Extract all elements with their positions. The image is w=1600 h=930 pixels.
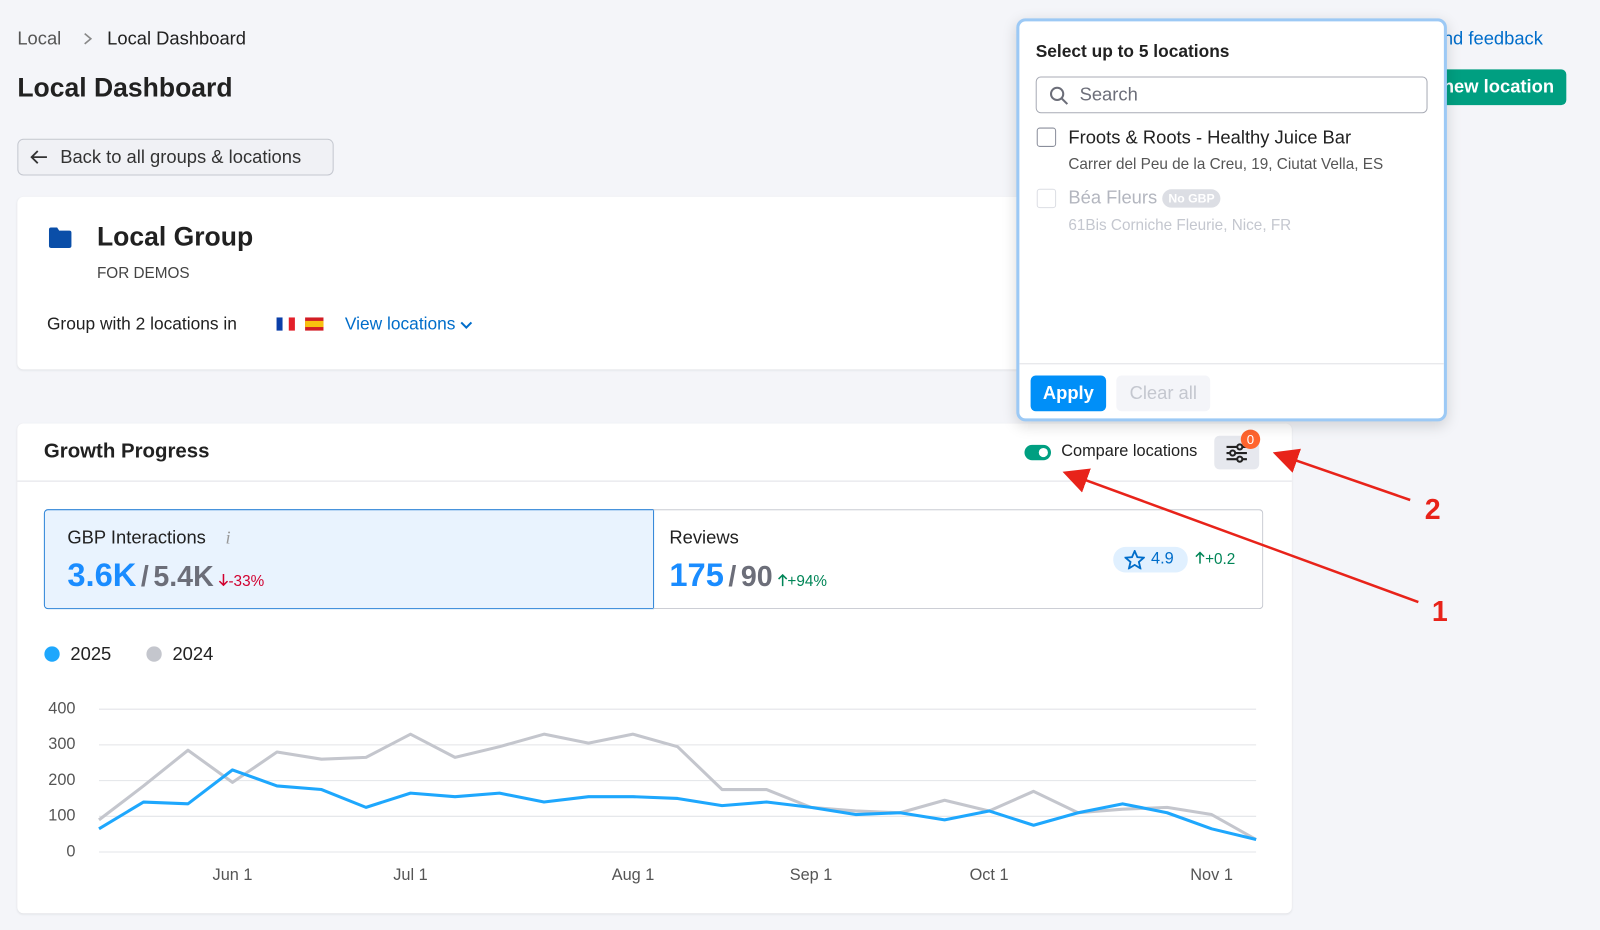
x-tick-label: Jun 1 [213, 866, 253, 884]
arrow-up-icon [1195, 551, 1205, 564]
metric-tile[interactable]: GBP Interactions i 3.6K / 5.4K -33% [43, 509, 655, 610]
page-title: Local Dashboard [17, 71, 233, 103]
rating-change-value: +0.2 [1205, 550, 1236, 568]
x-tick-label: Aug 1 [612, 866, 655, 884]
arrow-up-icon [777, 573, 787, 587]
location-name: Froots & Roots - Healthy Juice Bar [1068, 127, 1352, 148]
location-address: 61Bis Corniche Fleurie, Nice, FR [1068, 216, 1292, 235]
y-tick-label: 100 [48, 807, 75, 825]
annotation-arrow [1272, 448, 1411, 502]
rating-change: +0.2 [1195, 551, 1235, 568]
metric-change: +94% [787, 572, 828, 591]
divider [17, 480, 1292, 482]
y-tick-label: 300 [48, 735, 75, 753]
metric-previous: 5.4K [153, 560, 214, 593]
filter-icon [1226, 443, 1247, 463]
filter-badge: 0 [1240, 429, 1261, 449]
apply-button[interactable]: Apply [1030, 375, 1107, 412]
breadcrumb-chevron [84, 33, 93, 45]
feedback-link[interactable]: nd feedback [1442, 28, 1543, 49]
legend-marker [146, 646, 162, 662]
legend-label: 2024 [172, 643, 213, 664]
info-icon: i [225, 527, 231, 548]
metric-values: 175 / 90 +94% [669, 557, 827, 595]
y-tick-label: 200 [48, 771, 75, 789]
search-icon [1049, 86, 1069, 105]
metric-change: -33% [228, 572, 265, 591]
divider [1019, 363, 1444, 365]
location-address: Carrer del Peu de la Creu, 19, Ciutat Ve… [1068, 155, 1384, 173]
card-title: Growth Progress [43, 440, 210, 463]
popup-title: Select up to 5 locations [1035, 41, 1230, 62]
annotation-label: 1 [1432, 596, 1448, 628]
series-line [98, 732, 1257, 841]
rating-pill: 4.9 [1113, 546, 1188, 573]
clear-button: Clear all [1116, 375, 1211, 412]
metric-value: 175 [669, 556, 724, 594]
locations-popup: Select up to 5 locations Search Froots &… [1016, 18, 1447, 422]
compare-label: Compare locations [1061, 442, 1198, 461]
legend-marker [44, 646, 60, 662]
chevron-down [460, 321, 473, 329]
group-name: Local Group [96, 220, 254, 252]
breadcrumb-item: Local Dashboard [107, 28, 247, 49]
metric-separator: / [140, 560, 149, 593]
button-label: new location [1442, 76, 1555, 97]
compare-toggle[interactable] [1024, 444, 1052, 461]
metric-label: Reviews [669, 527, 739, 548]
arrow-left-icon [30, 150, 47, 164]
series-line [98, 768, 1257, 842]
search-input[interactable]: Search [1035, 76, 1428, 114]
x-tick-label: Oct 1 [970, 866, 1009, 884]
y-tick-label: 400 [48, 699, 75, 717]
no-gbp-badge: No GBP [1162, 189, 1221, 208]
group-subtitle: FOR DEMOS [96, 264, 190, 283]
location-name: Béa Fleurs No GBP [1068, 187, 1221, 208]
view-locations-link[interactable]: View locations [345, 314, 473, 334]
y-tick-label: 0 [66, 842, 75, 860]
star-icon [1124, 549, 1145, 570]
metric-previous: 90 [740, 560, 773, 593]
annotation-label: 2 [1425, 494, 1441, 526]
metric-values: 3.6K / 5.4K -33% [67, 557, 264, 595]
breadcrumb-item[interactable]: Local [17, 28, 62, 49]
toggle-knob [1038, 447, 1048, 458]
folder-icon [48, 227, 72, 248]
metric-value: 3.6K [67, 556, 137, 594]
metric-tile[interactable]: Reviews 175 / 90 +94% 4.9 +0.2 [653, 509, 1264, 610]
group-description: Group with 2 locations in [46, 314, 237, 334]
arrow-down-icon [218, 573, 228, 587]
rating-value: 4.9 [1151, 549, 1174, 568]
x-tick-label: Jul 1 [393, 866, 427, 884]
location-name-text: Béa Fleurs [1068, 187, 1158, 208]
metric-label: GBP Interactions [67, 527, 206, 548]
search-placeholder: Search [1079, 84, 1138, 105]
x-tick-label: Sep 1 [790, 866, 833, 884]
filter-button[interactable]: 0 [1214, 429, 1261, 470]
link-label: View locations [344, 314, 456, 334]
location-checkbox[interactable] [1036, 127, 1057, 147]
legend-label: 2025 [70, 643, 111, 664]
back-button[interactable]: Back to all groups & locations [17, 138, 334, 176]
annotation-arrow [1062, 468, 1419, 604]
flags [276, 317, 324, 331]
x-tick-label: Nov 1 [1190, 866, 1233, 884]
location-checkbox [1036, 188, 1057, 209]
growth-card: Growth Progress Compare locations 0 GBP … [17, 423, 1292, 914]
button-label: Back to all groups & locations [60, 146, 302, 167]
metric-separator: / [728, 560, 737, 593]
